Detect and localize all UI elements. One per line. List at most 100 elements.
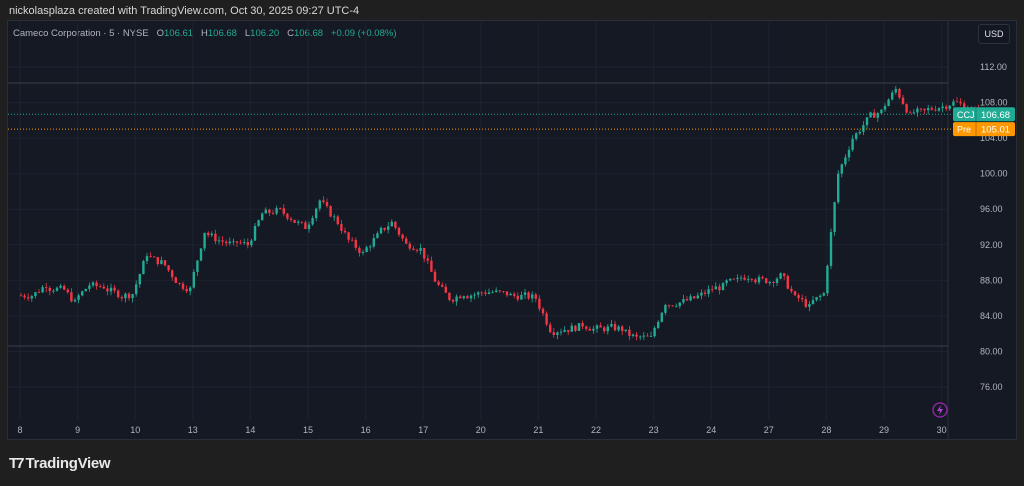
tradingview-logo-icon: T7 (9, 455, 24, 472)
candle-body (617, 326, 620, 331)
candle-body (304, 222, 307, 229)
candle-body (297, 221, 300, 223)
candle-body (394, 221, 397, 228)
candle-body (689, 296, 692, 301)
x-tick-label: 27 (764, 425, 774, 435)
candle-body (282, 208, 285, 214)
candle-body (513, 293, 516, 296)
candle-body (534, 294, 537, 299)
candle-body (775, 278, 779, 284)
candle-body (919, 108, 923, 110)
candle-body (487, 292, 491, 294)
candle-body (52, 290, 55, 292)
candle-body (937, 108, 941, 111)
candle-body (286, 213, 289, 219)
candle-body (498, 290, 501, 292)
y-tick-label: 104.00 (980, 133, 1008, 143)
candle-body (365, 247, 368, 252)
candle-body (473, 294, 476, 296)
candle-body (336, 216, 339, 225)
candle-body (433, 271, 437, 282)
candle-body (523, 292, 527, 295)
candle-body (271, 213, 275, 214)
price-label-symbol: CCJ (957, 110, 975, 120)
candle-body (855, 133, 858, 139)
price-label-value: 105.01 (981, 125, 1010, 136)
candle-body (372, 238, 375, 247)
candle-body (329, 206, 332, 217)
y-tick-label: 112.00 (980, 62, 1007, 72)
candle-body (66, 289, 69, 293)
candle-body (99, 286, 102, 287)
candle-body (88, 285, 91, 289)
candle-body (480, 292, 483, 294)
candle-body (909, 112, 912, 114)
candle-body (250, 240, 253, 246)
candle-body (581, 323, 584, 327)
candle-body (905, 104, 908, 113)
candle-body (869, 112, 872, 118)
candle-body (711, 289, 714, 291)
candle-body (883, 106, 887, 110)
price-label-box (953, 107, 1015, 122)
candle-body (588, 328, 591, 331)
candle-body (531, 294, 534, 299)
candle-body (732, 278, 735, 280)
candle-body (858, 131, 861, 134)
candle-body (264, 209, 267, 214)
candle-body (462, 296, 465, 299)
candle-body (451, 299, 455, 302)
candle-body (621, 326, 624, 332)
candle-body (379, 227, 383, 234)
candle-body (343, 230, 347, 233)
candle-body (675, 306, 678, 307)
candle-body (671, 305, 674, 307)
candle-body (739, 277, 743, 279)
candle-body (599, 325, 602, 328)
x-tick-label: 15 (303, 425, 313, 435)
candle-body (189, 287, 192, 292)
candle-body (574, 325, 577, 331)
x-tick-label: 30 (937, 425, 947, 435)
candle-body (109, 287, 113, 292)
candle-body (163, 260, 167, 266)
candle-body (610, 323, 613, 327)
candle-body (538, 298, 541, 309)
candle-body (916, 108, 919, 113)
y-tick-label: 76.00 (980, 382, 1003, 392)
chart-panel[interactable] (7, 20, 1017, 440)
candle-body (815, 297, 818, 301)
candle-body (729, 278, 732, 281)
candle-body (390, 221, 393, 227)
x-tick-label: 22 (591, 425, 601, 435)
candle-body (145, 256, 149, 261)
currency-button[interactable]: USD (978, 24, 1010, 44)
candle-body (361, 251, 365, 253)
candle-body (243, 242, 246, 243)
y-tick-label: 96.00 (980, 204, 1003, 214)
candle-body (37, 292, 41, 293)
candle-body (59, 285, 62, 288)
price-label-symbol: Pre (957, 125, 971, 135)
candle-body (811, 300, 815, 304)
candle-body (196, 260, 199, 272)
candle-body (84, 288, 87, 292)
candle-body (642, 335, 645, 337)
candle-body (459, 296, 462, 299)
candle-body (952, 101, 955, 106)
candle-body (664, 304, 667, 313)
candle-body (70, 292, 73, 302)
candle-body (405, 238, 408, 244)
candle-body (408, 243, 411, 249)
candle-body (131, 294, 134, 299)
symbol-name: Cameco Corporation · 5 · NYSE (13, 28, 149, 39)
candle-body (300, 221, 303, 223)
candle-body (207, 232, 210, 236)
low-value: 106.20 (250, 28, 280, 39)
candle-body (311, 218, 314, 225)
candle-body (495, 290, 498, 292)
candle-body (268, 209, 271, 214)
candle-body (102, 286, 105, 289)
candle-body (239, 242, 242, 244)
